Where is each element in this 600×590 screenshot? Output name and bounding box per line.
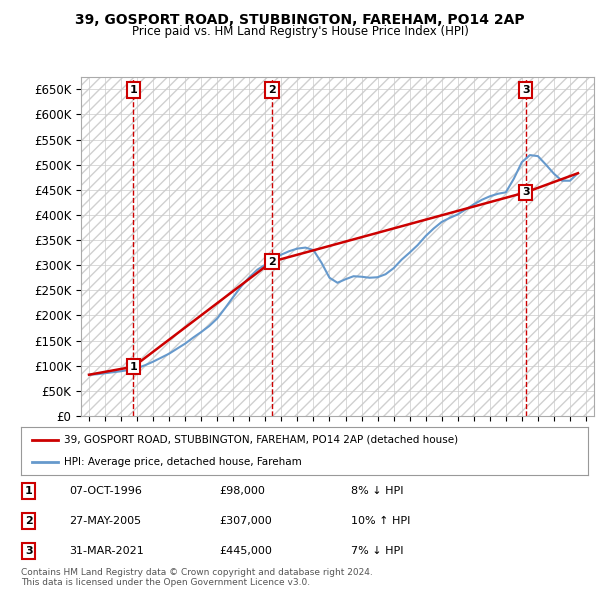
Text: Price paid vs. HM Land Registry's House Price Index (HPI): Price paid vs. HM Land Registry's House …	[131, 25, 469, 38]
Text: 10% ↑ HPI: 10% ↑ HPI	[351, 516, 410, 526]
Text: £445,000: £445,000	[219, 546, 272, 556]
Text: 2: 2	[25, 516, 32, 526]
Text: 8% ↓ HPI: 8% ↓ HPI	[351, 486, 404, 496]
Text: 2: 2	[268, 86, 276, 95]
Text: 39, GOSPORT ROAD, STUBBINGTON, FAREHAM, PO14 2AP (detached house): 39, GOSPORT ROAD, STUBBINGTON, FAREHAM, …	[64, 435, 458, 445]
Text: HPI: Average price, detached house, Fareham: HPI: Average price, detached house, Fare…	[64, 457, 301, 467]
Text: 3: 3	[522, 187, 530, 197]
Text: £307,000: £307,000	[219, 516, 272, 526]
Text: 39, GOSPORT ROAD, STUBBINGTON, FAREHAM, PO14 2AP: 39, GOSPORT ROAD, STUBBINGTON, FAREHAM, …	[75, 13, 525, 27]
Text: 1: 1	[130, 362, 137, 372]
Text: 07-OCT-1996: 07-OCT-1996	[69, 486, 142, 496]
Text: 7% ↓ HPI: 7% ↓ HPI	[351, 546, 404, 556]
Text: 27-MAY-2005: 27-MAY-2005	[69, 516, 141, 526]
Text: 3: 3	[522, 86, 530, 95]
Text: 1: 1	[25, 486, 32, 496]
Text: 1: 1	[130, 86, 137, 95]
Text: Contains HM Land Registry data © Crown copyright and database right 2024.
This d: Contains HM Land Registry data © Crown c…	[21, 568, 373, 587]
Text: 31-MAR-2021: 31-MAR-2021	[69, 546, 144, 556]
Text: 3: 3	[25, 546, 32, 556]
Text: £98,000: £98,000	[219, 486, 265, 496]
Text: 2: 2	[268, 257, 276, 267]
